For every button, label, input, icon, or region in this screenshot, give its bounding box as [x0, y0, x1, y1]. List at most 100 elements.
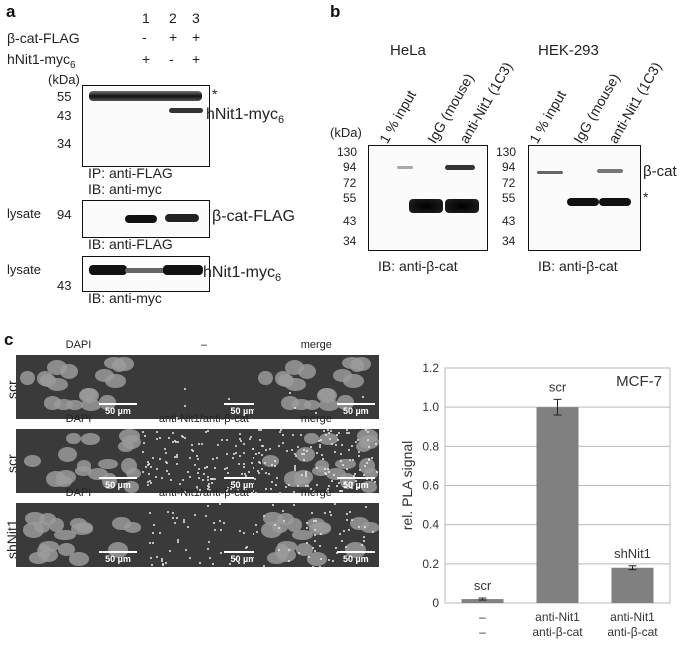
pla-dot: [141, 470, 144, 473]
pla-dot: [372, 530, 375, 533]
scale-bar-line: [99, 551, 137, 553]
scale-bar-line: [224, 403, 263, 405]
pla-dot: [340, 453, 343, 456]
pla-dot: [236, 489, 239, 492]
pla-dot: [314, 411, 317, 414]
pla-dot: [278, 430, 281, 433]
pla-dot: [297, 445, 300, 448]
nucleus: [351, 356, 372, 372]
beta-cat-flag-band-2: [125, 215, 157, 223]
hnit1-myc-lysate-band-2: [125, 268, 165, 273]
micrograph-title-0-1: –: [200, 339, 207, 351]
pla-dot: [278, 444, 281, 447]
scale-bar: 50 µm: [99, 403, 137, 416]
micrograph-title-2-0: DAPI: [65, 487, 92, 499]
scale-bar: 50 µm: [336, 403, 375, 416]
pla-dot: [225, 490, 228, 493]
pla-dot: [149, 511, 152, 514]
hela-beta-cat-band: [445, 165, 475, 170]
beta-cat-flag-band-3: [165, 214, 199, 222]
marker-55-hela: 55: [343, 191, 357, 205]
hek-nit1-heavy-band: [599, 198, 631, 206]
nucleus: [361, 522, 379, 533]
pla-dot: [311, 511, 314, 514]
pla-dot: [305, 475, 308, 478]
pla-dot: [156, 430, 159, 433]
scale-bar-line: [224, 477, 263, 479]
pla-dot: [357, 455, 360, 458]
pla-dot: [364, 429, 367, 432]
pla-dot: [205, 465, 208, 468]
blot-ip-flag: [82, 85, 210, 167]
pla-dot: [258, 452, 261, 455]
nucleus: [79, 388, 100, 403]
pla-dot: [199, 488, 202, 491]
pla-dot: [175, 462, 178, 465]
micrograph-1-0: 50 µm: [16, 429, 141, 493]
pla-dot: [344, 485, 347, 488]
pla-dot: [149, 482, 152, 485]
pla-dot: [240, 472, 243, 475]
marker-43-a3: 43: [57, 278, 72, 293]
pla-dot: [254, 524, 257, 527]
pla-dot: [191, 449, 194, 452]
nucleus: [53, 398, 74, 410]
pla-dot: [197, 476, 200, 479]
pla-dot: [313, 529, 316, 532]
pla-dot: [346, 431, 349, 434]
pla-dot: [278, 491, 281, 493]
pla-dot: [220, 551, 223, 554]
pla-dot: [189, 557, 192, 560]
pla-dot: [191, 443, 194, 446]
pla-dot: [174, 521, 177, 524]
pla-dot: [271, 463, 274, 466]
pla-dot: [152, 531, 155, 534]
pla-dot: [325, 489, 328, 492]
nucleus: [258, 370, 274, 386]
pla-dot: [180, 435, 183, 438]
pla-dot: [279, 429, 282, 432]
pla-dot: [370, 457, 373, 460]
hela-nit1-heavy-band: [445, 199, 479, 213]
pla-dot: [264, 449, 267, 452]
pla-dot: [319, 565, 322, 567]
pla-dot: [319, 446, 322, 449]
pla-dot: [146, 481, 149, 484]
band-label-hnit1-myc-lysate: hNit1-myc6: [203, 264, 282, 285]
micrograph-0-1: 50 µm: [141, 355, 267, 419]
pla-dot: [208, 483, 211, 486]
pla-dot: [164, 451, 167, 454]
pla-dot: [351, 445, 354, 448]
pla-dot: [316, 484, 319, 487]
pla-dot: [208, 485, 211, 488]
pla-dot: [291, 448, 294, 451]
nucleus: [125, 467, 141, 479]
nucleus: [99, 394, 116, 411]
nucleus: [297, 363, 316, 379]
marker-72-hek: 72: [502, 176, 516, 190]
pla-dot: [197, 472, 200, 475]
pla-dot: [195, 487, 198, 490]
pla-dot: [250, 491, 253, 493]
pla-dot: [334, 503, 337, 506]
pla-dot: [225, 467, 228, 470]
pla-dot: [234, 445, 237, 448]
x-category-label: –: [479, 625, 486, 639]
row-label-hnit1-myc: hNit1-myc6: [7, 51, 76, 71]
pla-dot: [243, 443, 246, 446]
pla-dot: [211, 481, 214, 484]
nucleus: [38, 548, 59, 563]
scale-bar-text: 50 µm: [105, 480, 131, 490]
pla-dot: [278, 526, 281, 529]
pla-dot: [349, 510, 352, 513]
scale-bar: 50 µm: [99, 551, 137, 564]
pla-dot: [336, 485, 339, 488]
pla-dot: [209, 477, 212, 480]
pla-dot: [294, 469, 297, 472]
pla-dot: [152, 524, 155, 527]
pla-dot: [326, 429, 329, 432]
pla-dot: [181, 478, 184, 481]
nucleus: [28, 552, 48, 564]
scale-bar: 50 µm: [224, 551, 263, 564]
pla-dot: [147, 484, 150, 487]
